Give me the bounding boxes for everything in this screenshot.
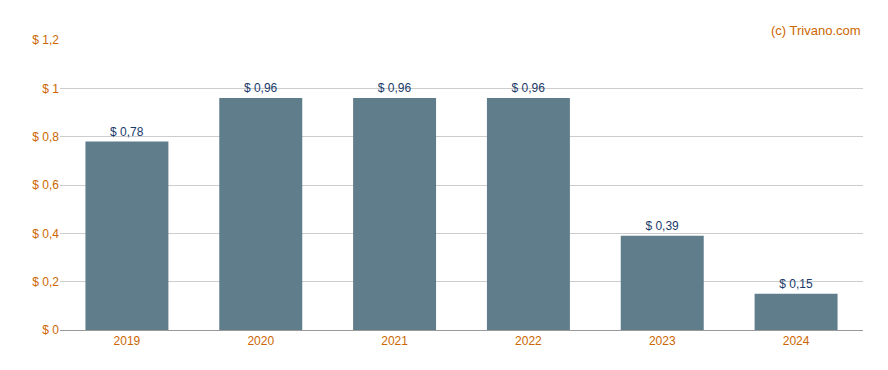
svg-text:$ 1: $ 1 — [42, 82, 59, 96]
svg-text:2020: 2020 — [247, 334, 274, 348]
svg-text:$ 1,2: $ 1,2 — [32, 33, 59, 47]
svg-text:$ 0: $ 0 — [42, 323, 59, 337]
svg-text:2022: 2022 — [515, 334, 542, 348]
svg-text:(c) Trivano.com: (c) Trivano.com — [771, 23, 861, 38]
svg-text:$ 0,15: $ 0,15 — [779, 277, 813, 291]
svg-text:$ 0,2: $ 0,2 — [32, 275, 59, 289]
svg-text:$ 0,96: $ 0,96 — [512, 81, 546, 95]
svg-text:$ 0,6: $ 0,6 — [32, 178, 59, 192]
svg-text:$ 0,96: $ 0,96 — [244, 81, 278, 95]
svg-text:2023: 2023 — [649, 334, 676, 348]
svg-text:$ 0,39: $ 0,39 — [645, 219, 679, 233]
svg-text:2024: 2024 — [783, 334, 810, 348]
svg-text:$ 0,8: $ 0,8 — [32, 130, 59, 144]
svg-text:$ 0,4: $ 0,4 — [32, 227, 59, 241]
svg-text:2019: 2019 — [114, 334, 141, 348]
svg-text:$ 0,78: $ 0,78 — [110, 125, 144, 139]
svg-text:2021: 2021 — [381, 334, 408, 348]
svg-text:$ 0,96: $ 0,96 — [378, 81, 412, 95]
